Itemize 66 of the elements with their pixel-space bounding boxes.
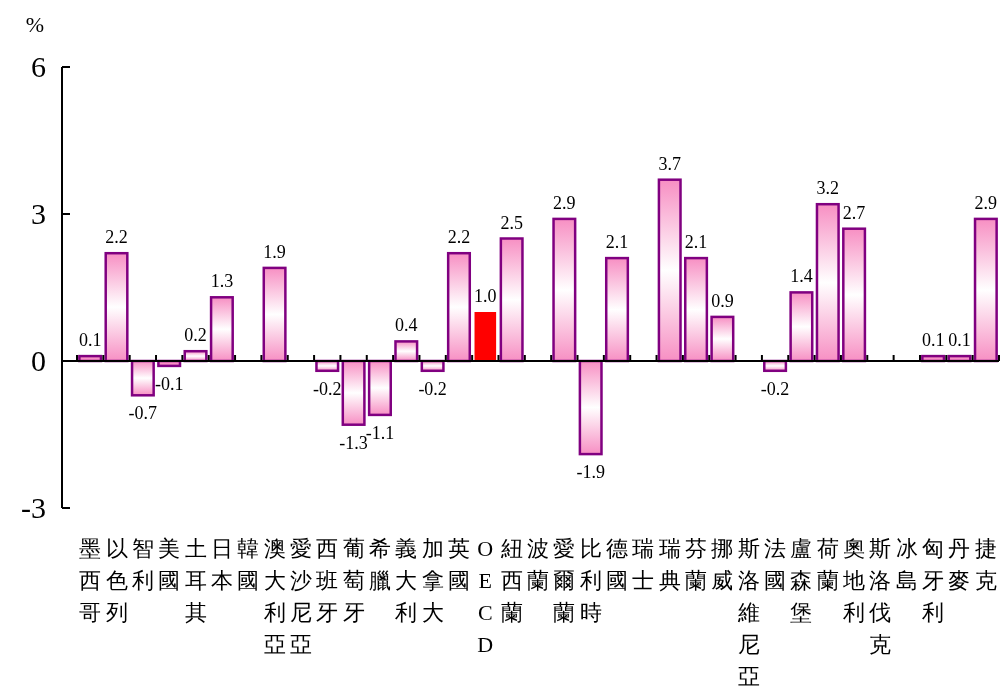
data-label: -0.2: [760, 378, 790, 399]
x-tick-label: 盧森堡: [790, 536, 813, 625]
x-tick-label: 瑞士: [632, 536, 655, 593]
x-tick-label: 比利時: [579, 536, 602, 625]
data-label: 0.1: [921, 330, 945, 351]
x-tick-label: 澳大利亞: [263, 536, 286, 657]
x-tick-label: 波蘭: [527, 536, 549, 593]
x-tick-label: 墨西哥: [79, 536, 102, 625]
x-tick-label: 西班牙: [316, 536, 339, 625]
data-label: 0.1: [948, 330, 971, 351]
x-tick-label: 土耳其: [184, 536, 207, 625]
x-tick-label: 德國: [606, 536, 629, 593]
x-tick-label: OECD: [477, 536, 494, 657]
data-label: 2.5: [500, 212, 523, 233]
x-tick-label: 美國: [158, 536, 181, 593]
x-tick-label: 匈牙利: [922, 536, 945, 625]
data-label: 2.1: [605, 232, 629, 253]
data-label: 0.4: [395, 315, 418, 336]
data-label: -0.1: [154, 373, 184, 394]
x-tick-label: 愛爾蘭: [553, 536, 576, 625]
data-label: 0.9: [711, 290, 734, 311]
y-tick-label: -3: [21, 491, 46, 524]
x-tick-label: 挪威: [711, 536, 734, 593]
x-tick-label: 日本: [210, 536, 233, 593]
data-label: 1.0: [474, 286, 497, 306]
x-tick-label: 芬蘭: [685, 536, 708, 593]
data-label: 0.2: [184, 325, 207, 346]
x-tick-label: 智利: [131, 536, 154, 593]
y-tick-label: 0: [31, 344, 46, 377]
x-tick-label: 希臘: [368, 536, 391, 593]
y-tick-label: 3: [31, 197, 46, 230]
data-label: 1.9: [263, 241, 286, 262]
x-tick-label: 愛沙尼亞: [289, 536, 312, 657]
data-label: 2.9: [553, 192, 576, 213]
x-tick-label: 斯洛維尼亞: [736, 536, 760, 689]
data-label: 2.2: [105, 227, 128, 248]
x-tick-label: 以色列: [105, 536, 128, 625]
data-label: -0.2: [313, 378, 342, 399]
data-label: 2.1: [684, 232, 708, 253]
data-label: 3.7: [658, 153, 681, 174]
data-label: -0.2: [418, 378, 447, 399]
x-tick-label: 荷蘭: [816, 536, 839, 593]
data-label: 1.3: [210, 271, 234, 292]
x-tick-label: 斯洛伐克: [869, 536, 892, 657]
x-tick-label: 韓國: [237, 536, 260, 593]
x-tick-label: 丹麥: [948, 536, 971, 593]
x-tick-label: 法國: [764, 536, 787, 593]
x-tick-label: 義大利: [395, 536, 418, 625]
x-tick-label: 英國: [447, 536, 470, 593]
data-label: -1.9: [576, 462, 605, 483]
data-label: 2.7: [842, 202, 866, 223]
x-tick-label: 冰島: [895, 536, 918, 593]
data-label: 1.4: [790, 266, 813, 287]
x-tick-label: 瑞典: [658, 536, 681, 593]
x-tick-label: 加拿大: [421, 536, 444, 625]
y-axis-title: %: [25, 12, 45, 37]
data-label: 3.2: [816, 178, 840, 199]
x-tick-label: 奧地利: [842, 536, 866, 625]
data-label: 0.1: [78, 330, 102, 351]
x-tick-label: 葡萄牙: [342, 536, 365, 625]
data-label: -0.7: [128, 403, 158, 424]
x-tick-label: 紐西蘭: [499, 536, 523, 625]
x-tick-label: 捷克: [974, 536, 997, 593]
data-label: 2.9: [974, 192, 998, 213]
data-label: 2.2: [447, 227, 471, 248]
y-tick-label: 6: [31, 50, 46, 83]
